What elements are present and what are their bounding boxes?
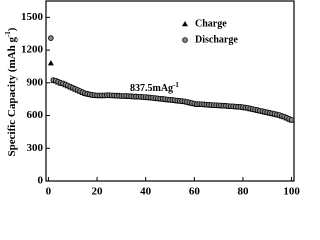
discharge-point (288, 117, 295, 123)
y-label-text: Specific Capacity (mAh g (6, 37, 18, 157)
x-tick-label: 80 (237, 186, 249, 198)
legend-label: Charge (195, 18, 227, 29)
annotation: 837.5mAg-1 (130, 81, 179, 95)
x-tick-label: 0 (46, 186, 52, 198)
annotation-text: 837.5mAg (130, 83, 173, 94)
y-axis-label: Specific Capacity (mAh g-1) (4, 27, 18, 156)
y-tick-label: 300 (27, 142, 44, 154)
x-tick-label: 20 (92, 186, 104, 198)
y-tick-label: 0 (38, 175, 44, 187)
x-tick-label: 60 (189, 186, 201, 198)
x-tick-label: 40 (140, 186, 152, 198)
x-tick-label: 100 (283, 186, 300, 198)
y-tick-label: 600 (27, 109, 44, 121)
discharge-point (48, 35, 54, 41)
charge-point (47, 60, 54, 66)
y-tick-label: 1200 (21, 44, 44, 56)
y-label-sup: -1 (4, 31, 12, 37)
legend-label: Discharge (195, 34, 238, 45)
legend-marker (182, 37, 188, 43)
plot-frame (45, 0, 295, 182)
legend-marker (182, 21, 188, 27)
y-label-end: ) (6, 27, 18, 31)
y-tick-label: 900 (27, 76, 44, 88)
y-tick-label: 1500 (21, 11, 44, 23)
chart: Specific Capacity (mAh g-1) 837.5mAg-1 0… (4, 0, 300, 198)
annotation-sup: -1 (173, 81, 179, 89)
